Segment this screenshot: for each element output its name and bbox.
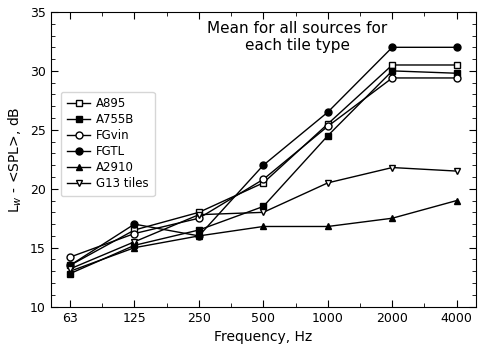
G13 tiles [325, 181, 331, 185]
G13 tiles [389, 165, 395, 170]
FGTL [260, 163, 266, 167]
A755B [454, 71, 460, 75]
A2910 [67, 269, 73, 273]
A2910 [389, 216, 395, 220]
A755B [196, 228, 202, 232]
A895 [454, 63, 460, 67]
FGTL [196, 234, 202, 238]
FGvin [325, 124, 331, 128]
FGTL [131, 222, 137, 226]
A2910 [196, 234, 202, 238]
A895 [67, 263, 73, 267]
FGvin [389, 76, 395, 80]
A895 [131, 228, 137, 232]
A755B [389, 69, 395, 73]
Line: A895: A895 [67, 61, 460, 269]
FGTL [67, 263, 73, 267]
A2910 [260, 224, 266, 229]
Line: FGvin: FGvin [67, 74, 460, 260]
FGvin [131, 231, 137, 236]
FGvin [196, 216, 202, 220]
FGvin [67, 255, 73, 259]
A895 [325, 122, 331, 126]
Line: A2910: A2910 [67, 197, 460, 275]
G13 tiles [67, 267, 73, 271]
A895 [196, 210, 202, 214]
Text: Mean for all sources for
each tile type: Mean for all sources for each tile type [207, 21, 387, 53]
X-axis label: Frequency, Hz: Frequency, Hz [214, 330, 313, 344]
FGTL [325, 110, 331, 114]
G13 tiles [260, 210, 266, 214]
FGTL [454, 45, 460, 49]
A2910 [325, 224, 331, 229]
G13 tiles [454, 169, 460, 173]
A2910 [131, 246, 137, 250]
A2910 [454, 198, 460, 203]
Line: FGTL: FGTL [67, 44, 460, 269]
Line: G13 tiles: G13 tiles [67, 164, 460, 272]
A895 [389, 63, 395, 67]
A755B [325, 134, 331, 138]
A755B [67, 272, 73, 276]
Line: A755B: A755B [67, 67, 460, 277]
A755B [131, 243, 137, 247]
FGTL [389, 45, 395, 49]
FGvin [260, 177, 266, 181]
Y-axis label: L$_w$ - <SPL>, dB: L$_w$ - <SPL>, dB [7, 106, 24, 212]
A895 [260, 181, 266, 185]
G13 tiles [131, 240, 137, 244]
A755B [260, 204, 266, 208]
FGvin [454, 76, 460, 80]
Legend: A895, A755B, FGvin, FGTL, A2910, G13 tiles: A895, A755B, FGvin, FGTL, A2910, G13 til… [61, 92, 155, 196]
G13 tiles [196, 213, 202, 217]
